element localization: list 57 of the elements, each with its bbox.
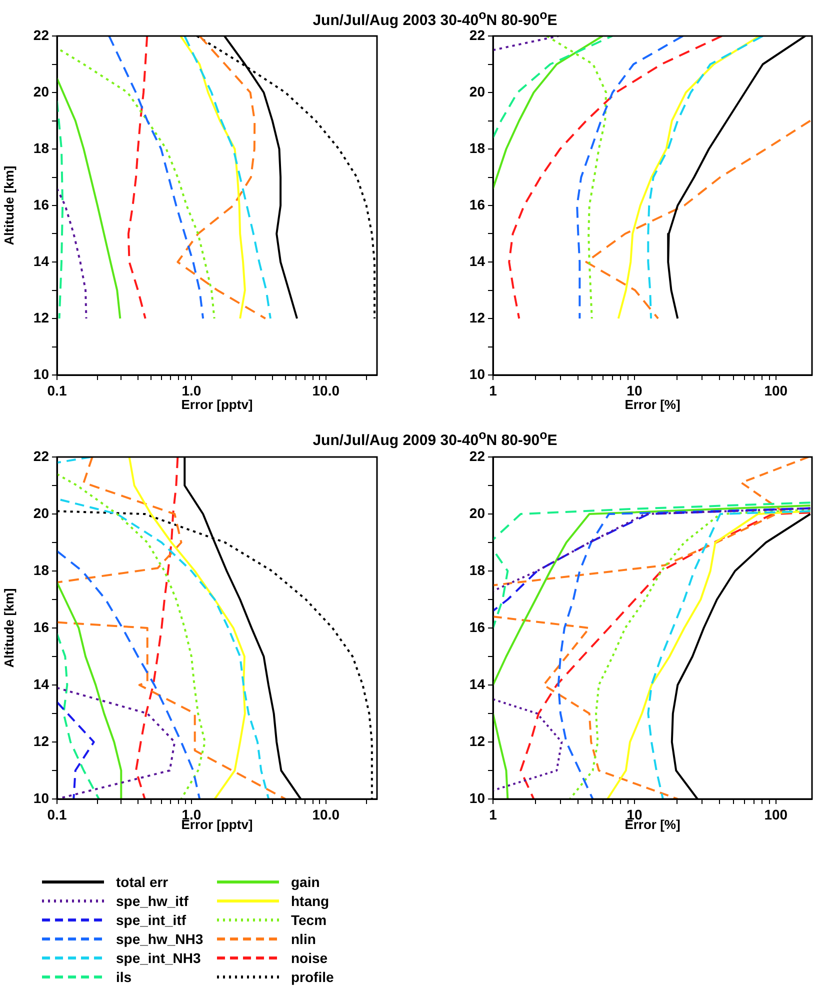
legend-label: profile xyxy=(291,969,334,985)
legend-label: noise xyxy=(291,950,328,966)
y-tick-label: 22 xyxy=(33,448,50,464)
x-axis-title: Error [pptv] xyxy=(181,396,253,412)
legend-label: spe_hw_itf xyxy=(116,893,188,909)
y-tick-label: 16 xyxy=(33,618,50,635)
legend-label: total err xyxy=(116,874,168,890)
x-tick-label: 1 xyxy=(489,382,498,398)
y-tick-label: 22 xyxy=(33,26,50,43)
text: Jun/Jul/Aug 2009 30-40$^{o}$N 80-90$^{o}$E xyxy=(312,428,558,449)
y-tick-label: 12 xyxy=(469,732,486,749)
legend-label: gain xyxy=(291,874,320,890)
y-tick-label: 22 xyxy=(469,26,486,43)
y-tick-label: 20 xyxy=(469,504,486,521)
y-tick-label: 12 xyxy=(469,309,486,326)
y-tick-label: 10 xyxy=(469,790,486,806)
x-tick-label: 1.0 xyxy=(182,382,202,398)
y-tick-label: 18 xyxy=(33,562,50,578)
y-tick-label: 10 xyxy=(33,366,50,382)
x-tick-label: 100 xyxy=(764,806,788,822)
x-tick-label: 0.1 xyxy=(47,382,67,398)
text: Jun/Jul/Aug 2003 30-40$^{o}$N 80-90$^{o}$E xyxy=(312,8,558,29)
legend-label: nlin xyxy=(291,931,316,947)
line-series xyxy=(127,36,148,320)
y-tick-label: 12 xyxy=(33,309,50,326)
legend-label: spe_int_itf xyxy=(116,912,186,928)
x-tick-label: 10.0 xyxy=(312,382,340,398)
x-axis-title: Error [%] xyxy=(624,396,680,412)
y-tick-label: 14 xyxy=(33,676,50,692)
y-tick-label: 10 xyxy=(33,790,50,806)
y-tick-label: 18 xyxy=(469,140,486,156)
legend-label: spe_hw_NH3 xyxy=(116,931,204,947)
legend-label: ils xyxy=(116,969,132,985)
y-tick-label: 12 xyxy=(33,732,50,749)
x-tick-label: 10 xyxy=(626,382,642,398)
y-tick-label: 16 xyxy=(33,196,50,212)
y-tick-label: 14 xyxy=(469,252,486,269)
legend-label: htang xyxy=(291,893,330,909)
legend-label: spe_int_NH3 xyxy=(116,950,201,966)
x-tick-label: 10.0 xyxy=(312,806,340,822)
y-tick-label: 14 xyxy=(469,676,486,692)
x-tick-label: 1 xyxy=(489,806,498,822)
y-tick-label: 20 xyxy=(33,504,50,521)
y-tick-label: 14 xyxy=(33,252,50,269)
y-tick-label: 16 xyxy=(469,196,486,212)
y-tick-label: 10 xyxy=(469,366,486,382)
y-tick-label: 20 xyxy=(469,83,486,100)
y-tick-label: 18 xyxy=(469,562,486,578)
y-tick-label: 16 xyxy=(469,618,486,635)
y-tick-label: 18 xyxy=(33,140,50,156)
legend-label: Tecm xyxy=(291,912,327,928)
y-tick-label: 22 xyxy=(469,448,486,464)
x-tick-label: 100 xyxy=(764,382,788,398)
x-tick-label: 0.1 xyxy=(47,806,67,822)
y-axis-title: Altitude [km] xyxy=(1,588,16,668)
y-tick-label: 20 xyxy=(33,83,50,100)
y-axis-title: Altitude [km] xyxy=(1,166,16,246)
